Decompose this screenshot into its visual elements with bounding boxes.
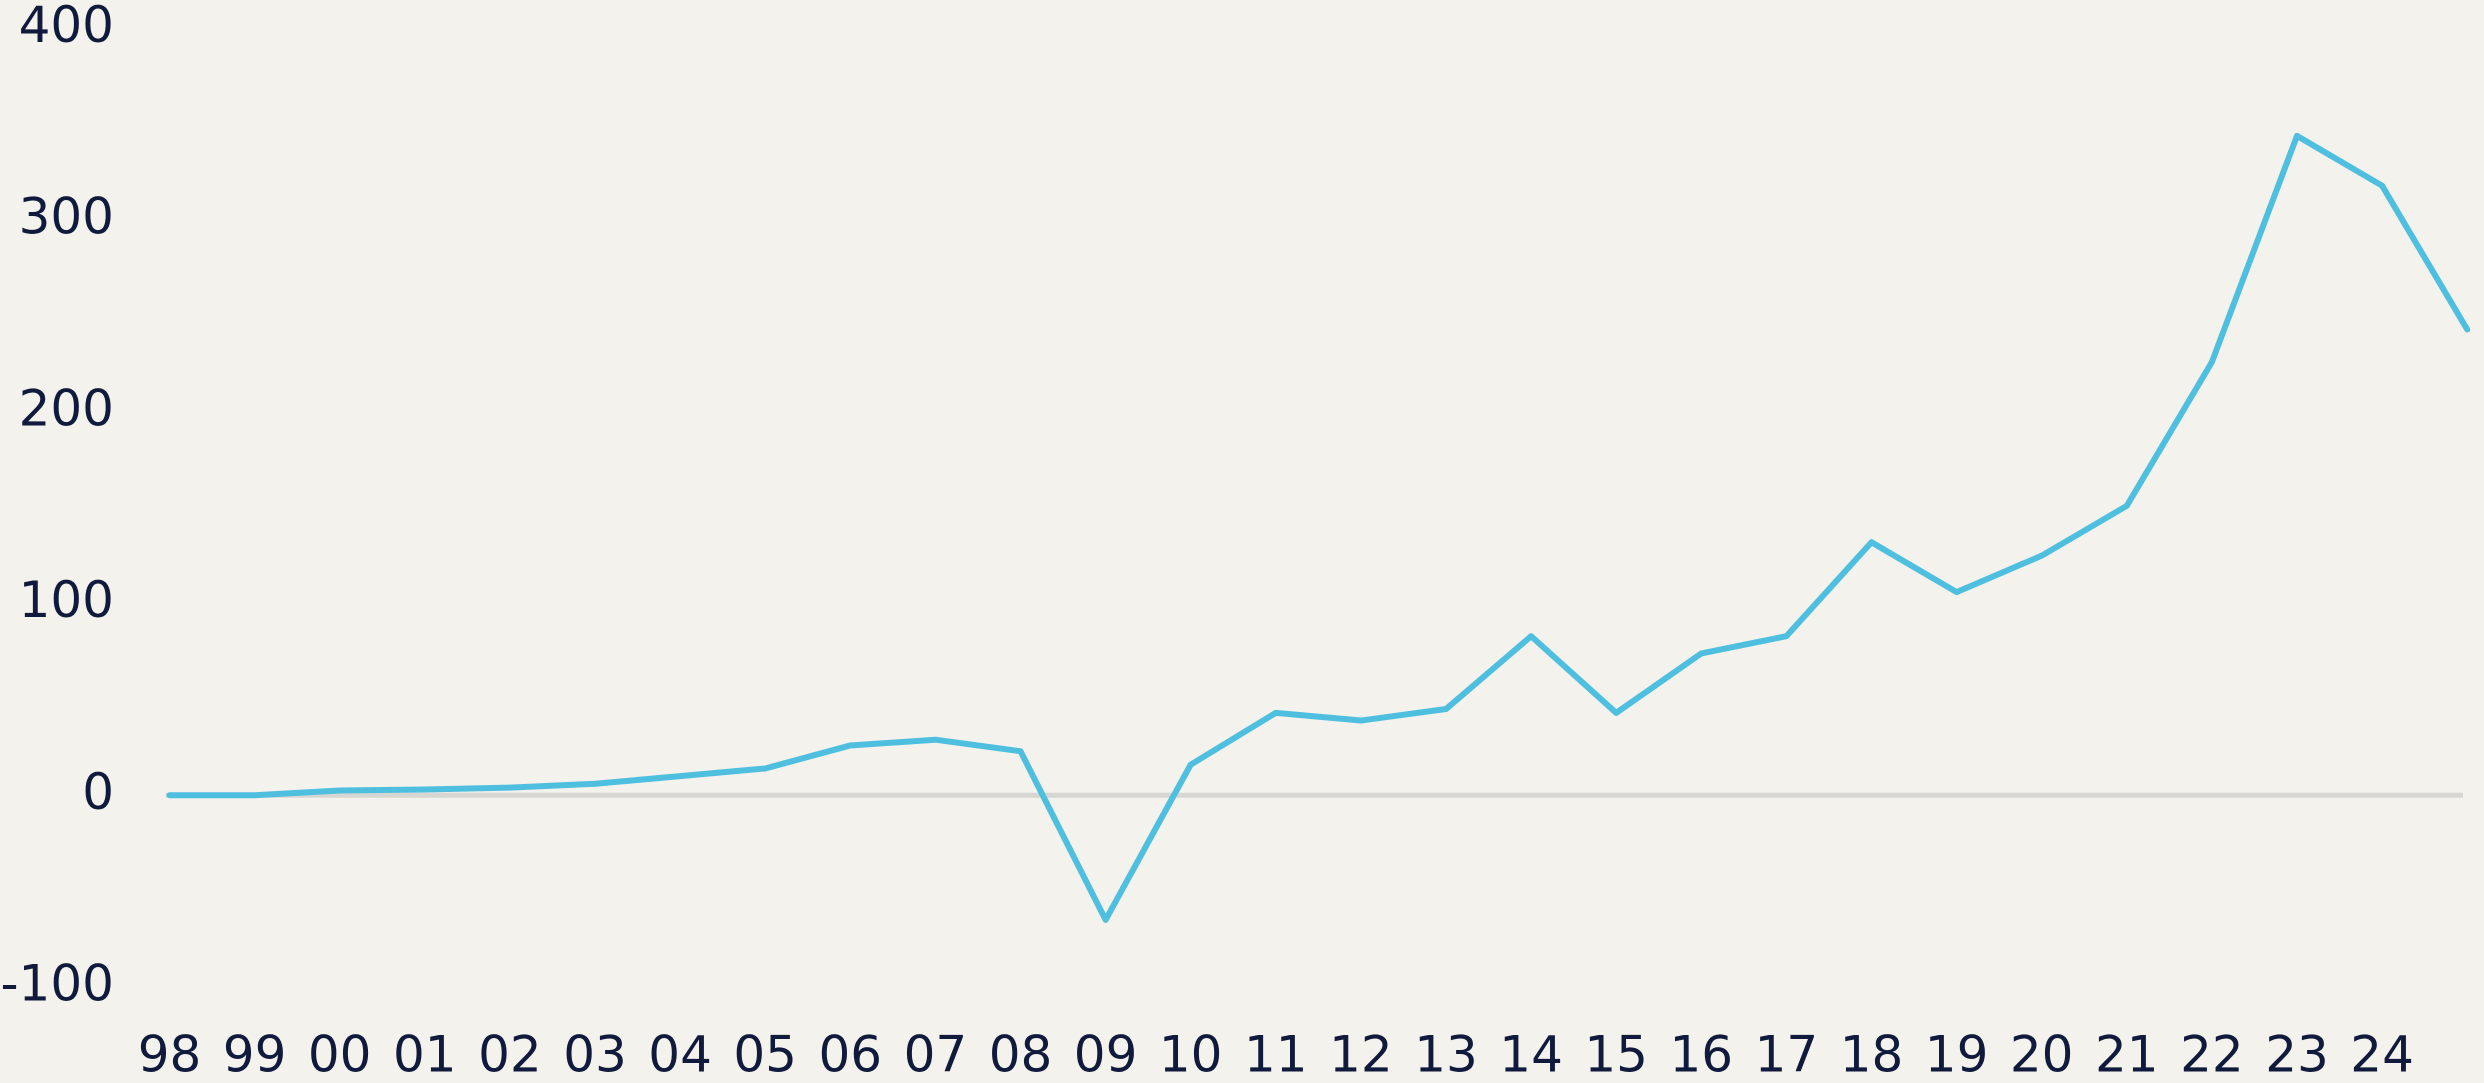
x-tick-label: 99	[223, 1026, 287, 1083]
x-tick-label: 18	[1840, 1026, 1904, 1083]
y-tick-label: 300	[19, 188, 114, 246]
x-tick-label: 10	[1159, 1026, 1223, 1083]
x-tick-label: 23	[2265, 1026, 2329, 1083]
x-tick-label: 00	[308, 1026, 372, 1083]
x-tick-label: 08	[989, 1026, 1053, 1083]
x-tick-label: 20	[2010, 1026, 2074, 1083]
x-tick-label: 17	[1755, 1026, 1819, 1083]
y-tick-label: 0	[82, 763, 114, 821]
x-tick-label: 14	[1499, 1026, 1563, 1083]
x-tick-label: 98	[138, 1026, 202, 1083]
x-tick-label: 13	[1414, 1026, 1478, 1083]
x-tick-label: 11	[1244, 1026, 1308, 1083]
x-tick-label: 15	[1584, 1026, 1648, 1083]
y-tick-label: 400	[19, 0, 114, 54]
x-tick-label: 02	[478, 1026, 542, 1083]
x-tick-label: 04	[648, 1026, 712, 1083]
x-tick-label: 16	[1669, 1026, 1733, 1083]
y-tick-label: 100	[19, 571, 114, 629]
x-tick-label: 07	[904, 1026, 968, 1083]
y-tick-label: 200	[19, 379, 114, 437]
x-tick-label: 09	[1074, 1026, 1138, 1083]
x-tick-label: 21	[2095, 1026, 2159, 1083]
x-tick-label: 06	[818, 1026, 882, 1083]
x-tick-label: 12	[1329, 1026, 1393, 1083]
x-tick-label: 19	[1925, 1026, 1989, 1083]
data-line	[166, 132, 2471, 923]
x-tick-label: 24	[2350, 1026, 2414, 1083]
x-tick-label: 05	[733, 1026, 797, 1083]
y-tick-label: -100	[1, 955, 114, 1013]
x-tick-label: 03	[563, 1026, 627, 1083]
x-tick-label: 22	[2180, 1026, 2244, 1083]
x-tick-label: 01	[393, 1026, 457, 1083]
